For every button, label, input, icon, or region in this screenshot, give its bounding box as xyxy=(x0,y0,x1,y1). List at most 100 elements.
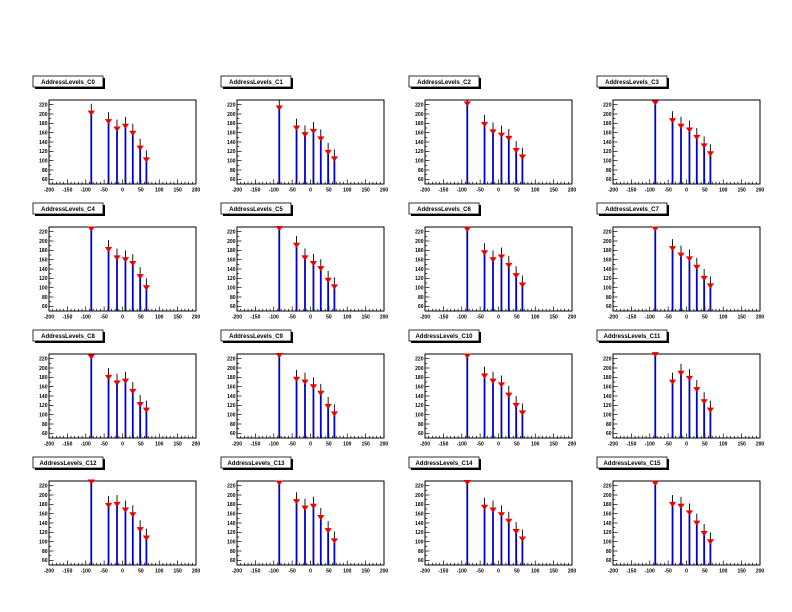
pad-addresslevels_c13[interactable]: -200 -150 -100 -50 0 50 100 150 200 60 80 100 120 140… xyxy=(217,451,405,578)
y-tick-label: 100 xyxy=(39,539,48,545)
plot-title-box[interactable]: AddressLevels_C0 xyxy=(32,75,105,89)
pad-addresslevels_c6[interactable]: -200 -150 -100 -50 0 50 100 150 200 60 80 100 120 140… xyxy=(405,197,593,324)
x-tick-label: 200 xyxy=(380,315,389,321)
y-tick-label: 120 xyxy=(227,403,236,409)
x-tick-label: 200 xyxy=(192,188,201,194)
pad-addresslevels_c5[interactable]: -200 -150 -100 -50 0 50 100 150 200 60 80 100 120 140… xyxy=(217,197,405,324)
pad-addresslevels_c8[interactable]: -200 -150 -100 -50 0 50 100 150 200 60 80 100 120 140… xyxy=(29,324,217,451)
plot-title-box[interactable]: AddressLevels_C6 xyxy=(408,202,481,216)
x-tick-label: 0 xyxy=(497,569,500,575)
x-tick-label: 200 xyxy=(756,569,765,575)
y-tick-label: 80 xyxy=(230,422,236,428)
x-tick-label: -200 xyxy=(232,315,242,321)
x-tick-label: 50 xyxy=(702,188,708,194)
triangle-marker-icon xyxy=(677,123,685,129)
triangle-marker-icon xyxy=(463,226,471,233)
y-tick-label: 100 xyxy=(227,412,236,418)
triangle-marker-icon xyxy=(330,538,338,544)
x-tick-label: -100 xyxy=(645,315,655,321)
x-tick-label: -50 xyxy=(289,569,296,575)
plot-title-box[interactable]: AddressLevels_C11 xyxy=(596,329,669,343)
x-tick-label: -100 xyxy=(457,569,467,575)
pad-addresslevels_c9[interactable]: -200 -150 -100 -50 0 50 100 150 200 60 80 100 120 140… xyxy=(217,324,405,451)
x-tick-label: -200 xyxy=(420,315,430,321)
pad-addresslevels_c2[interactable]: -200 -150 -100 -50 0 50 100 150 200 60 80 100 120 140… xyxy=(405,70,593,197)
y-tick-label: 120 xyxy=(415,403,424,409)
y-tick-label: 180 xyxy=(227,121,236,127)
triangle-marker-icon xyxy=(685,256,694,262)
triangle-marker-icon xyxy=(136,274,144,280)
y-tick-label: 100 xyxy=(603,412,612,418)
triangle-marker-icon xyxy=(121,378,130,384)
y-tick-label: 180 xyxy=(415,121,424,127)
y-tick-label: 100 xyxy=(39,158,48,164)
x-tick-label: -50 xyxy=(477,569,484,575)
triangle-marker-icon xyxy=(480,504,489,510)
pad-addresslevels_c3[interactable]: -200 -150 -100 -50 0 50 100 150 200 60 80 100 120 140… xyxy=(593,70,781,197)
pad-addresslevels_c14[interactable]: -200 -150 -100 -50 0 50 100 150 200 60 80 100 120 140… xyxy=(405,451,593,578)
x-tick-label: 0 xyxy=(121,188,124,194)
plot-title-box[interactable]: AddressLevels_C12 xyxy=(32,456,105,470)
y-tick-label: 60 xyxy=(42,558,48,564)
plot-title-box[interactable]: AddressLevels_C7 xyxy=(596,202,669,216)
x-tick-label: 50 xyxy=(326,315,332,321)
plot-title-box[interactable]: AddressLevels_C10 xyxy=(408,329,481,343)
y-tick-label: 220 xyxy=(415,356,424,362)
x-tick-label: 100 xyxy=(531,188,540,194)
y-tick-label: 200 xyxy=(603,112,612,118)
y-tick-label: 140 xyxy=(39,267,48,273)
pad-addresslevels_c15[interactable]: -200 -150 -100 -50 0 50 100 150 200 60 80 100 120 140… xyxy=(593,451,781,578)
triangle-marker-icon xyxy=(463,480,471,486)
triangle-marker-icon xyxy=(463,353,471,359)
x-tick-label: -150 xyxy=(438,442,448,448)
x-tick-label: 50 xyxy=(138,188,144,194)
triangle-marker-icon xyxy=(693,134,701,141)
plot-title: AddressLevels_C7 xyxy=(605,207,659,213)
plot-title-box[interactable]: AddressLevels_C1 xyxy=(220,75,293,89)
y-tick-label: 220 xyxy=(39,229,48,235)
x-tick-label: 100 xyxy=(343,315,352,321)
plot-title-box[interactable]: AddressLevels_C14 xyxy=(408,456,481,470)
spike-series xyxy=(275,100,338,184)
x-tick-label: 150 xyxy=(173,442,182,448)
y-tick-label: 60 xyxy=(418,304,424,310)
axis-ticks xyxy=(612,104,761,184)
pad-addresslevels_c12[interactable]: -200 -150 -100 -50 0 50 100 150 200 60 80 100 120 140… xyxy=(29,451,217,578)
pad-addresslevels_c4[interactable]: -200 -150 -100 -50 0 50 100 150 200 60 80 100 120 140… xyxy=(29,197,217,324)
y-tick-label: 160 xyxy=(227,130,236,136)
plot-title-box[interactable]: AddressLevels_C8 xyxy=(32,329,105,343)
y-tick-label: 160 xyxy=(39,130,48,136)
pad-addresslevels_c10[interactable]: -200 -150 -100 -50 0 50 100 150 200 60 80 100 120 140… xyxy=(405,324,593,451)
y-tick-label: 140 xyxy=(415,521,424,527)
x-tick-label: 50 xyxy=(138,442,144,448)
x-tick-label: 150 xyxy=(549,442,558,448)
plot-title: AddressLevels_C6 xyxy=(417,207,471,213)
x-tick-label: 150 xyxy=(549,188,558,194)
plot-title-box[interactable]: AddressLevels_C9 xyxy=(220,329,293,343)
x-tick-label: -150 xyxy=(626,569,636,575)
x-tick-label: -150 xyxy=(250,188,260,194)
pad-addresslevels_c0[interactable]: -200 -150 -100 -50 0 50 100 150 200 60 80 100 120 140… xyxy=(29,70,217,197)
plot-title-box[interactable]: AddressLevels_C4 xyxy=(32,202,105,216)
plot-title-box[interactable]: AddressLevels_C13 xyxy=(220,456,293,470)
plot-title-box[interactable]: AddressLevels_C3 xyxy=(596,75,669,89)
triangle-marker-icon xyxy=(113,255,121,261)
plot-title-box[interactable]: AddressLevels_C5 xyxy=(220,202,293,216)
triangle-marker-icon xyxy=(489,257,497,263)
x-tick-label: 50 xyxy=(326,442,332,448)
triangle-marker-icon xyxy=(317,266,325,272)
pad-addresslevels_c1[interactable]: -200 -150 -100 -50 0 50 100 150 200 60 80 100 120 140… xyxy=(217,70,405,197)
plot-svg: -200 -150 -100 -50 0 50 100 150 200 60 80 100 120 140… xyxy=(220,329,388,448)
pad-addresslevels_c11[interactable]: -200 -150 -100 -50 0 50 100 150 200 60 80 100 120 140… xyxy=(593,324,781,451)
spike-series xyxy=(463,226,526,311)
pad-addresslevels_c7[interactable]: -200 -150 -100 -50 0 50 100 150 200 60 80 100 120 140… xyxy=(593,197,781,324)
x-tick-label: -200 xyxy=(608,188,618,194)
triangle-marker-icon xyxy=(87,479,95,485)
plot-title-box[interactable]: AddressLevels_C2 xyxy=(408,75,481,89)
triangle-marker-icon xyxy=(136,402,144,408)
spike-series xyxy=(463,353,526,438)
axis-labels: -200 -150 -100 -50 0 50 100 150 200 60 80 100 120 140… xyxy=(415,356,576,447)
plot-frame xyxy=(424,226,573,312)
plot-title-box[interactable]: AddressLevels_C15 xyxy=(596,456,669,470)
y-tick-label: 100 xyxy=(603,285,612,291)
